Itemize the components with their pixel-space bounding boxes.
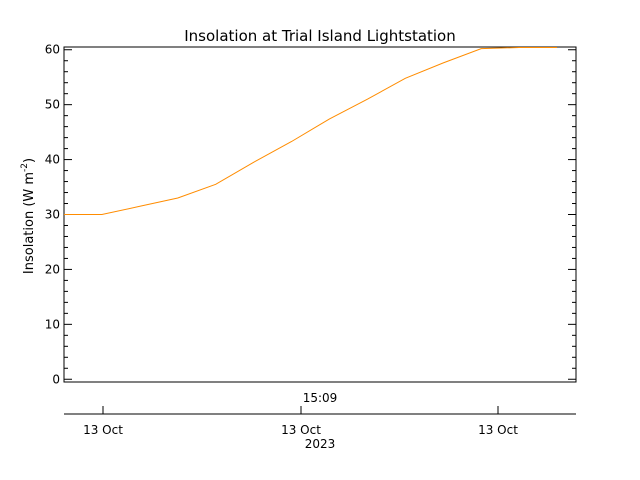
y-tick-label: 60 — [45, 43, 60, 57]
y-tick-label: 30 — [45, 208, 60, 222]
y-tick-label: 50 — [45, 98, 60, 112]
y-axis: 0 10 20 30 40 50 60 — [45, 43, 576, 386]
y-axis-label-exponent: -2 — [20, 163, 30, 172]
x-tick-label: 13 Oct — [83, 423, 123, 437]
y-axis-label-text: Insolation (W m — [22, 172, 37, 274]
year-label: 2023 — [305, 437, 336, 451]
y-tick-label: 20 — [45, 262, 60, 276]
y-tick-label: 10 — [45, 317, 60, 331]
y-tick-label: 0 — [52, 372, 60, 386]
y-axis-label: Insolation (W m-2) — [20, 158, 37, 274]
series-line — [64, 47, 557, 215]
x-tick-label: 13 Oct — [478, 423, 518, 437]
time-label: 15:09 — [303, 391, 338, 405]
chart-title: Insolation at Trial Island Lightstation — [184, 27, 456, 45]
plot-frame — [63, 46, 577, 383]
x-axis: 13 Oct 13 Oct 13 Oct — [83, 406, 518, 437]
y-tick-label: 40 — [45, 153, 60, 167]
x-tick-label: 13 Oct — [281, 423, 321, 437]
y-axis-label-close: ) — [22, 158, 37, 163]
series-layer — [64, 47, 557, 215]
